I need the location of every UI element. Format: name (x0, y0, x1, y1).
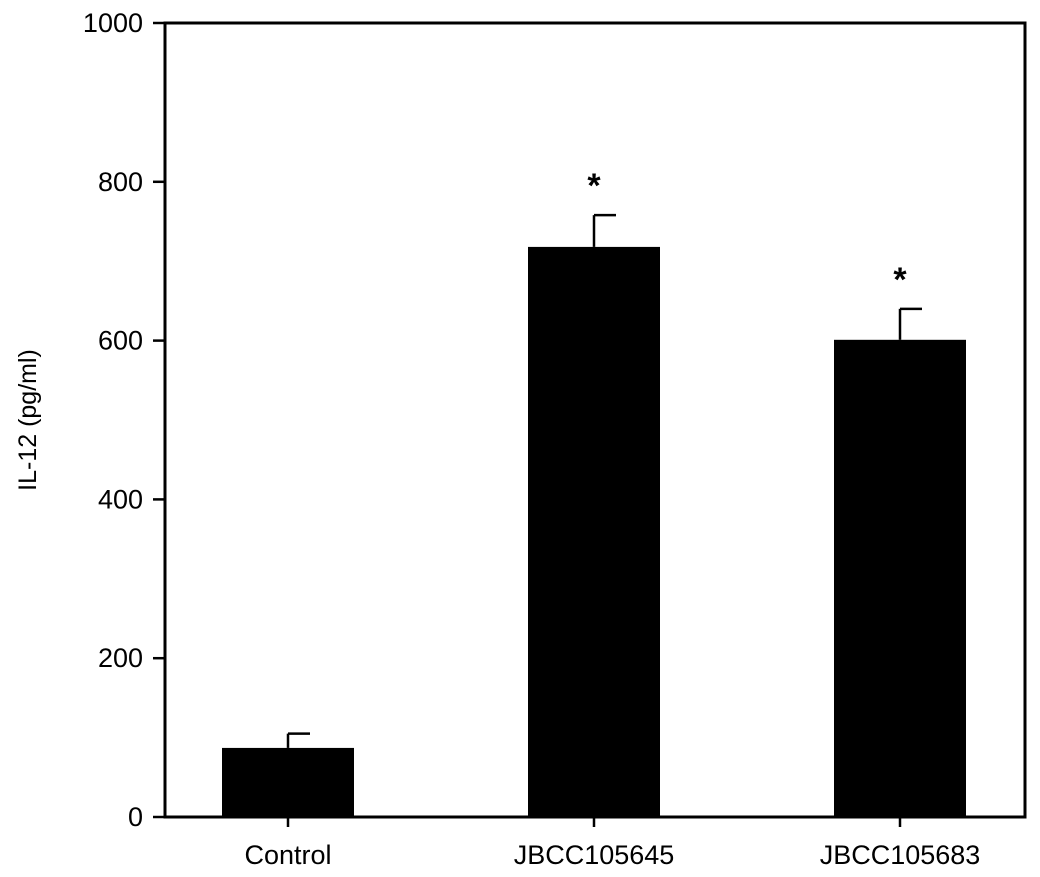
y-axis-title: IL-12 (pg/ml) (14, 349, 42, 491)
y-tick-label: 600 (98, 326, 143, 356)
y-tick-label: 800 (98, 167, 143, 197)
y-tick-label: 0 (128, 802, 143, 832)
bar (222, 747, 354, 817)
y-tick-label: 1000 (83, 8, 143, 38)
bars: ** (222, 167, 966, 817)
significance-marker: * (893, 261, 907, 299)
x-tick-label: JBCC105645 (514, 840, 675, 870)
y-tick-label: 200 (98, 643, 143, 673)
y-tick-label: 400 (98, 484, 143, 514)
bar (528, 246, 660, 817)
x-tick-label: JBCC105683 (820, 840, 981, 870)
significance-marker: * (587, 167, 601, 205)
bar (834, 339, 966, 817)
x-axis: Control JBCC105645 JBCC105683 (244, 817, 980, 870)
y-axis: 0 200 400 600 800 1000 (83, 8, 165, 832)
x-tick-label: Control (244, 840, 331, 870)
